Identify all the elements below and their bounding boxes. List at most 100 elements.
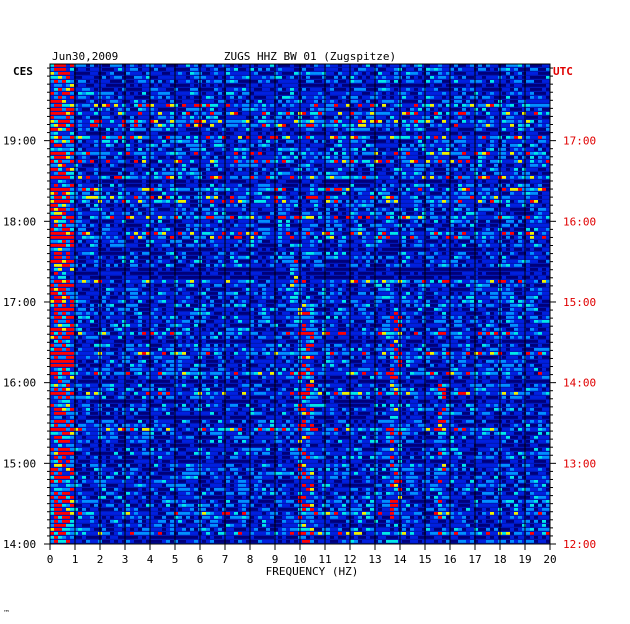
- spectrogram-cell: [482, 220, 487, 223]
- spectrogram-cell: [494, 128, 499, 131]
- spectrogram-cell: [462, 172, 467, 175]
- spectrogram-cell: [374, 80, 379, 83]
- spectrogram-cell: [310, 172, 315, 175]
- spectrogram-cell: [286, 160, 291, 163]
- spectrogram-cell: [430, 212, 435, 215]
- spectrogram-cell: [82, 68, 87, 71]
- spectrogram-cell: [62, 76, 67, 79]
- spectrogram-cell: [334, 88, 339, 91]
- spectrogram-cell: [518, 84, 523, 87]
- spectrogram-cell: [274, 196, 279, 199]
- spectrogram-cell: [206, 100, 211, 103]
- spectrogram-cell: [418, 108, 423, 111]
- spectrogram-cell: [138, 100, 143, 103]
- spectrogram-cell: [242, 100, 247, 103]
- spectrogram-cell: [362, 212, 367, 215]
- spectrogram-cell: [50, 128, 55, 131]
- spectrogram-cell: [70, 168, 75, 171]
- spectrogram-cell: [74, 124, 79, 127]
- spectrogram-cell: [454, 96, 459, 99]
- spectrogram-cell: [270, 80, 275, 83]
- spectrogram-cell: [290, 176, 295, 179]
- spectrogram-cell: [162, 100, 167, 103]
- spectrogram-cell: [542, 180, 547, 183]
- spectrogram-cell: [74, 184, 79, 187]
- spectrogram-cell: [350, 124, 355, 127]
- spectrogram-cell: [522, 176, 527, 179]
- spectrogram-cell: [254, 152, 259, 155]
- spectrogram-cell: [478, 184, 483, 187]
- spectrogram-cell: [334, 76, 339, 79]
- spectrogram-cell: [474, 72, 479, 75]
- spectrogram-cell: [102, 200, 107, 203]
- spectrogram-cell: [130, 104, 135, 107]
- spectrogram-cell: [506, 176, 511, 179]
- spectrogram-cell: [442, 96, 447, 99]
- spectrogram-cell: [434, 164, 439, 167]
- spectrogram-cell: [82, 128, 87, 131]
- spectrogram-cell: [338, 84, 343, 87]
- spectrogram-cell: [186, 156, 191, 159]
- spectrogram-cell: [282, 212, 287, 215]
- spectrogram-cell: [118, 120, 123, 123]
- spectrogram-cell: [518, 72, 523, 75]
- spectrogram-cell: [450, 108, 455, 111]
- spectrogram-cell: [522, 108, 527, 111]
- spectrogram-cell: [246, 64, 251, 67]
- spectrogram-cell: [62, 84, 67, 87]
- spectrogram-cell: [106, 116, 111, 119]
- spectrogram-cell: [262, 124, 267, 127]
- spectrogram-cell: [82, 192, 87, 195]
- spectrogram-cell: [118, 208, 123, 211]
- spectrogram-cell: [90, 208, 95, 211]
- spectrogram-cell: [214, 156, 219, 159]
- spectrogram-cell: [74, 172, 79, 175]
- spectrogram-cell: [490, 172, 495, 175]
- spectrogram-cell: [438, 196, 443, 199]
- spectrogram-cell: [510, 188, 515, 191]
- spectrogram-cell: [474, 124, 479, 127]
- spectrogram-cell: [238, 128, 243, 131]
- spectrogram-cell: [218, 192, 223, 195]
- spectrogram-cell: [178, 104, 183, 107]
- spectrogram-cell: [234, 92, 239, 95]
- spectrogram-cell: [474, 204, 479, 207]
- spectrogram-cell: [350, 200, 355, 203]
- spectrogram-cell: [530, 128, 535, 131]
- spectrogram-cell: [402, 220, 407, 223]
- spectrogram-cell: [446, 116, 451, 119]
- spectrogram-cell: [538, 196, 543, 199]
- spectrogram-cell: [378, 216, 383, 219]
- spectrogram-cell: [542, 80, 547, 83]
- spectrogram-cell: [214, 180, 219, 183]
- spectrogram-cell: [334, 68, 339, 71]
- spectrogram-cell: [454, 192, 459, 195]
- spectrogram-cell: [370, 188, 375, 191]
- spectrogram-cell: [486, 148, 491, 151]
- spectrogram-cell: [482, 180, 487, 183]
- spectrogram-cell: [170, 72, 175, 75]
- spectrogram-cell: [454, 104, 459, 107]
- spectrogram-cell: [274, 176, 279, 179]
- spectrogram-cell: [466, 160, 471, 163]
- spectrogram-cell: [522, 188, 527, 191]
- spectrogram-cell: [374, 200, 379, 203]
- spectrogram-cell: [126, 96, 131, 99]
- spectrogram-cell: [230, 84, 235, 87]
- spectrogram-cell: [122, 208, 127, 211]
- spectrogram-cell: [54, 208, 59, 211]
- spectrogram-cell: [70, 160, 75, 163]
- spectrogram-cell: [354, 136, 359, 139]
- spectrogram-cell: [422, 76, 427, 79]
- spectrogram-cell: [294, 220, 299, 223]
- spectrogram-cell: [82, 164, 87, 167]
- spectrogram-cell: [350, 164, 355, 167]
- spectrogram-cell: [110, 168, 115, 171]
- spectrogram-cell: [394, 148, 399, 151]
- spectrogram-cell: [486, 100, 491, 103]
- spectrogram-cell: [234, 192, 239, 195]
- spectrogram-cell: [158, 220, 163, 223]
- spectrogram-cell: [390, 180, 395, 183]
- spectrogram-cell: [262, 180, 267, 183]
- spectrogram-cell: [518, 64, 523, 67]
